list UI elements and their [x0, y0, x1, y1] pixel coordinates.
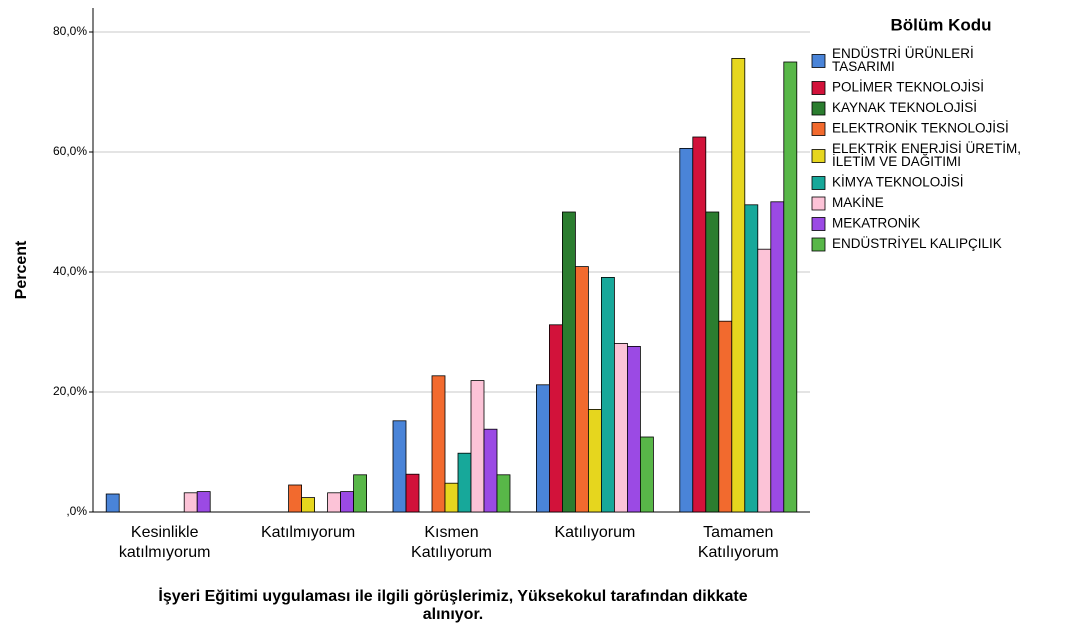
x-tick-label: Kısmen Katılıyorum [411, 524, 492, 561]
y-tick-label: ,0% [66, 504, 87, 518]
bar [601, 276, 615, 513]
bar [457, 452, 472, 513]
bar [470, 380, 485, 513]
bar [588, 408, 602, 513]
legend-swatch [811, 149, 826, 163]
bar [614, 342, 628, 513]
bar [431, 375, 446, 513]
y-tick-label: 60,0% [53, 144, 87, 158]
legend-label: MAKİNE [832, 195, 884, 210]
bar [783, 61, 798, 513]
bar [731, 58, 746, 513]
legend-swatch [811, 122, 826, 136]
x-tick-label: Tamamen Katılıyorum [698, 524, 779, 561]
bar [705, 211, 720, 513]
legend-swatch [811, 101, 826, 116]
legend-label: ELEKTRİK ENERJİSİ ÜRETİM, İLETİM VE DAĞIT… [832, 141, 1021, 169]
legend-label: POLİMER TEKNOLOJİSİ [832, 79, 984, 94]
bar [718, 320, 733, 513]
x-tick-label: Kesinlikle katılmıyorum [119, 524, 211, 561]
y-tick-label: 80,0% [53, 24, 87, 38]
bar [196, 491, 211, 513]
bar [301, 497, 316, 513]
bar [392, 420, 407, 513]
legend-swatch [811, 176, 826, 190]
y-tick-label: 20,0% [53, 384, 87, 398]
legend-swatch [811, 217, 826, 231]
legend-label: MEKATRONİK [832, 215, 920, 230]
bar [562, 211, 576, 513]
bar [496, 474, 511, 513]
x-tick-label: Katılıyorum [554, 524, 635, 541]
bar [327, 492, 342, 513]
legend-label: ENDÜSTRİYEL KALIPÇILIK [832, 236, 1002, 251]
bar [183, 492, 198, 513]
bar [575, 266, 589, 513]
bar [405, 473, 420, 513]
y-axis-label: Percent [13, 240, 30, 299]
bar [549, 324, 563, 513]
legend-swatch [811, 237, 826, 252]
bar [105, 493, 120, 513]
bar [444, 482, 459, 513]
legend-label: ENDÜSTRİ ÜRÜNLERİ TASARIMI [832, 46, 974, 74]
legend-swatch [811, 81, 826, 95]
bar [640, 436, 654, 513]
x-tick-label: Katılmıyorum [261, 524, 355, 541]
y-tick-label: 40,0% [53, 264, 87, 278]
bar [757, 248, 772, 513]
bar [627, 345, 641, 513]
legend-swatch [811, 196, 826, 211]
bar [288, 484, 303, 513]
bar [340, 491, 355, 513]
bar [483, 428, 498, 513]
legend-label: KAYNAK TEKNOLOJİSİ [832, 100, 977, 115]
bar [692, 136, 707, 513]
bar [536, 384, 550, 513]
bar [353, 474, 368, 513]
bar [770, 201, 785, 513]
legend-label: ELEKTRONİK TEKNOLOJİSİ [832, 120, 1009, 135]
legend-label: KİMYA TEKNOLOJİSİ [832, 174, 964, 189]
bar [679, 147, 694, 513]
legend-swatch [811, 54, 826, 68]
legend-title: Bölüm Kodu [890, 15, 991, 34]
x-axis-label: İşyeri Eğitimi uygulaması ile ilgili gör… [158, 587, 747, 623]
bar [744, 204, 759, 513]
